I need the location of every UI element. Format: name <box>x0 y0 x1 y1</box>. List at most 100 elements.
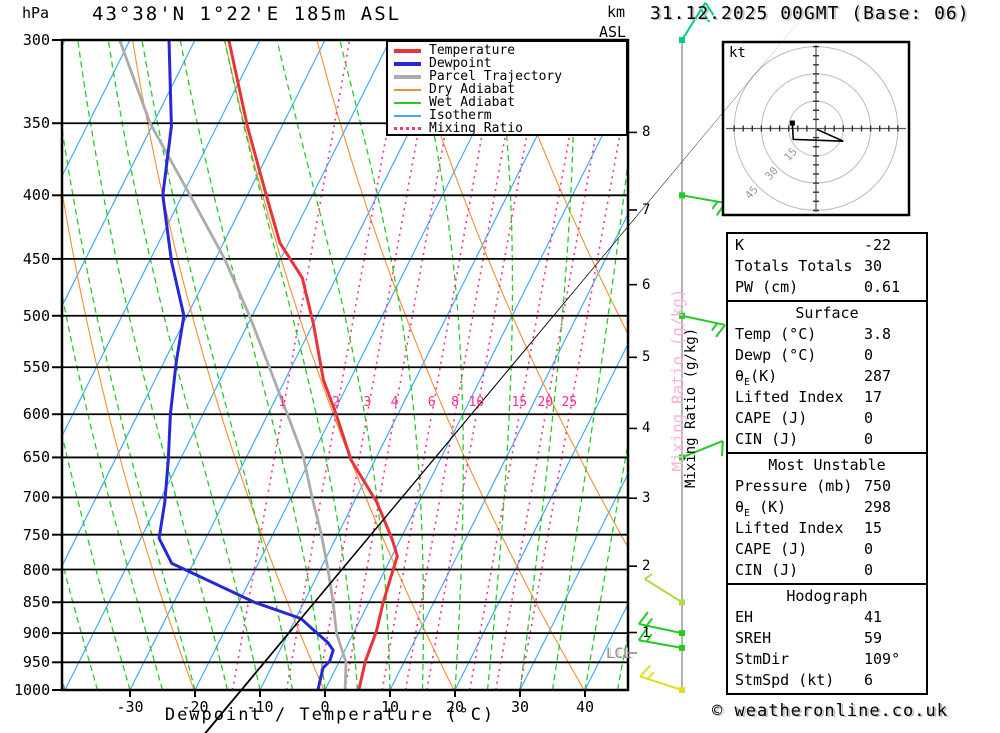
mixing-ratio-axis-label: Mixing Ratio (g/kg) <box>683 327 700 488</box>
pressure-tick-label: 450 <box>22 249 50 268</box>
station-title: 43°38'N 1°22'E 185m ASL <box>92 3 402 25</box>
stat-box-header: Surface <box>795 304 859 322</box>
legend-label: Parcel Trajectory <box>429 69 563 84</box>
pressure-tick-label: 950 <box>22 653 50 672</box>
mixing-ratio-value-label: 8 <box>451 395 459 410</box>
wind-barb-feather <box>715 324 726 338</box>
axis-ticks <box>52 39 637 697</box>
wind-barb-shaft <box>681 194 726 204</box>
hodograph-trace-arrowhead <box>204 0 817 733</box>
wet-adiabat-line <box>179 40 326 690</box>
stat-row: θE(K) 287 <box>728 366 926 388</box>
stat-row: PW (cm) 0.61 <box>728 277 926 298</box>
legend-swatch-dotted <box>394 127 421 130</box>
wind-barb <box>644 573 685 606</box>
wet-adiabat-line <box>486 40 514 690</box>
mixing-ratio-line <box>316 40 436 690</box>
wind-barb <box>637 627 685 651</box>
km-tick-label: 3 <box>642 490 651 507</box>
dry-adiabat-line <box>132 40 325 690</box>
stat-box-most-unstable: Most Unstable Pressure (mb) 750 θE (K) 298 Li… <box>726 452 928 585</box>
wet-adiabat-line <box>107 40 261 690</box>
plot-area <box>62 40 628 690</box>
legend-label: Mixing Ratio <box>429 121 523 136</box>
pressure-tick-label: 400 <box>22 186 50 205</box>
stat-value: 0 <box>864 430 874 448</box>
isotherm-line <box>194 40 521 690</box>
temp-tick-label: 40 <box>575 698 595 716</box>
wind-barb-shaft <box>639 675 683 691</box>
isotherm-line <box>389 212 628 690</box>
km-tick-label: 8 <box>642 124 651 141</box>
plot-frame <box>60 38 630 692</box>
wet-adiabat-line <box>62 558 99 690</box>
stat-row: Pressure (mb) 750 <box>728 476 926 497</box>
stat-value: 30 <box>864 257 883 275</box>
stat-value: 0 <box>864 540 874 558</box>
pressure-gridlines <box>62 40 628 690</box>
stat-value: 6 <box>864 671 874 689</box>
lcl-marker-label: LCL <box>606 646 632 662</box>
legend-row: Parcel Trajectory <box>388 70 626 83</box>
wind-barb <box>679 312 726 338</box>
mixing-ratio-value-label: 2 <box>332 395 340 410</box>
mixing-ratio-line <box>426 40 545 690</box>
stat-label: θE(K) <box>735 367 778 388</box>
wet-adiabat-line <box>62 291 164 690</box>
pressure-axis-unit: hPa <box>22 4 50 22</box>
wind-barb-shaft <box>644 578 683 604</box>
stat-label: CIN (J) <box>735 561 799 579</box>
pressure-tick-label: 850 <box>22 593 50 612</box>
wind-barb-shaft <box>681 314 726 326</box>
legend: Temperature Dewpoint Parcel Trajectory Dry … <box>386 40 628 136</box>
stat-row: SREH 59 <box>728 628 926 649</box>
legend-swatch-thin <box>394 88 421 91</box>
wind-barb-shaft <box>681 440 724 459</box>
stat-label: K <box>735 236 745 254</box>
km-tick-label: 1 <box>642 624 651 641</box>
copyright-text: © weatheronline.co.uk <box>712 701 948 721</box>
pressure-tick-label: 750 <box>22 525 50 544</box>
altitude-axis-unit-asl: ASL <box>599 23 627 41</box>
wind-barb <box>679 192 727 216</box>
wet-adiabat-line <box>62 432 131 690</box>
wet-adiabat-line <box>141 40 294 690</box>
parcel-trajectory-curve <box>118 40 348 690</box>
temperature-axis-title: Dewpoint / Temperature (°C) <box>164 705 496 725</box>
stat-row: Lifted Index 15 <box>728 518 926 539</box>
pressure-tick-label: 350 <box>22 114 50 133</box>
legend-swatch-thick <box>394 74 421 79</box>
km-tick-label: 4 <box>642 420 651 437</box>
isotherm-line <box>129 40 456 690</box>
stat-value: 750 <box>864 477 892 495</box>
legend-label: Isotherm <box>429 108 492 123</box>
wind-barb-feather <box>645 617 653 627</box>
hodograph <box>204 0 911 733</box>
stat-label: Dewp (°C) <box>735 346 817 364</box>
hodograph-start-dot <box>789 120 795 126</box>
stat-label: EH <box>735 608 754 626</box>
mixing-ratio-value-label: 6 <box>427 395 436 410</box>
wet-adiabat-line <box>62 124 196 690</box>
run-datetime-title: 31.12.2025 00GMT (Base: 06) <box>650 3 970 24</box>
wind-barb-feather <box>638 611 649 625</box>
stat-row: CIN (J) 0 <box>728 560 926 581</box>
altitude-axis-unit-km: km <box>607 3 626 21</box>
wind-barb-shaft <box>638 639 683 649</box>
wind-barb <box>679 440 724 461</box>
wind-barb-feather <box>700 8 711 23</box>
stat-value: 0 <box>864 561 874 579</box>
pressure-tick-label: 300 <box>22 31 50 49</box>
legend-row: Isotherm <box>388 109 626 122</box>
temp-tick-label: 10 <box>380 698 400 716</box>
legend-swatch-thin <box>394 114 421 117</box>
legend-row: Dewpoint <box>388 57 626 70</box>
stat-value: 0 <box>864 409 874 427</box>
mixing-ratio-value-label: 10 <box>468 395 485 410</box>
stat-row: Lifted Index 17 <box>728 387 926 408</box>
stat-value: -22 <box>864 236 892 254</box>
isotherm-line <box>62 40 326 568</box>
wind-barb <box>638 611 685 637</box>
stat-row: θE (K) 298 <box>728 497 926 519</box>
